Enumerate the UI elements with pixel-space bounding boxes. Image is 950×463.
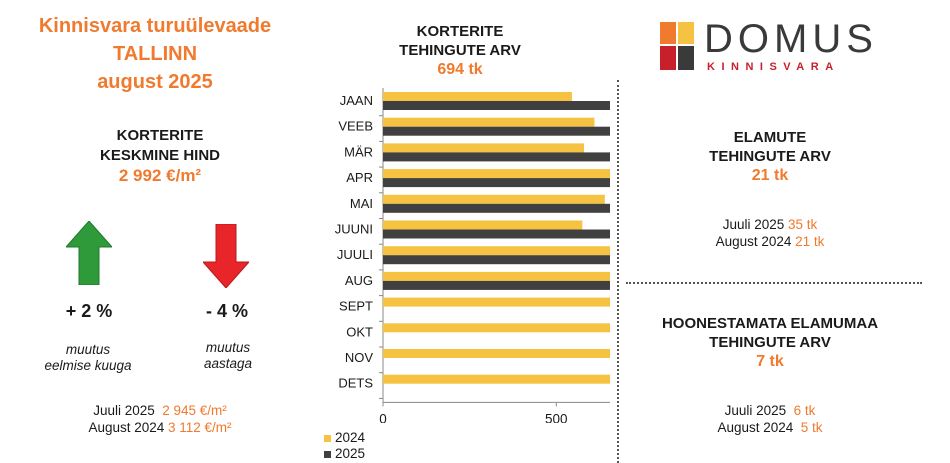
yearly-change-caption: muutus aastaga <box>168 340 288 372</box>
land-title1: HOONESTAMATA ELAMUMAA <box>661 315 879 332</box>
chart-bar-2024 <box>383 323 610 333</box>
yearly-change-caption1: muutus <box>205 340 251 355</box>
houses-compare-label: August 2024 <box>715 234 792 249</box>
arrow-up-icon <box>66 221 112 285</box>
chart-category-label: JAAN <box>340 93 373 108</box>
monthly-change-caption: muutus eelmise kuuga <box>28 342 148 374</box>
chart-bar-2024 <box>383 246 610 256</box>
land-compare-value: 6 tk <box>793 403 816 418</box>
chart-category-label: OKT <box>346 324 373 339</box>
land-value: 7 tk <box>756 353 784 370</box>
avg-compare: Juuli 2025 2 945 €/m² August 2024 3 112 … <box>40 402 280 436</box>
avg-compare-label: August 2024 <box>88 420 165 435</box>
chart-category-label: MÄR <box>344 144 373 159</box>
chart-bar-2025 <box>383 255 610 265</box>
report-title-line1: Kinnisvara turuülevaade <box>38 15 272 37</box>
chart-total: 694 tk <box>437 61 483 78</box>
houses-compare-label: Juuli 2025 <box>722 217 785 232</box>
horizontal-divider <box>626 282 922 284</box>
land-compare-row: Juuli 2025 6 tk <box>670 402 870 419</box>
chart-x-tick-label: 0 <box>379 411 387 423</box>
chart-category-label: AUG <box>345 273 373 288</box>
chart-bar-2024 <box>383 92 572 101</box>
houses-compare-value: 21 tk <box>795 234 825 249</box>
chart-bar-2025 <box>383 126 610 136</box>
arrow-down-icon <box>203 224 249 288</box>
chart-bar-2025 <box>383 101 610 110</box>
land-compare-row: August 2024 5 tk <box>670 419 870 436</box>
chart-bar-2024 <box>383 297 610 307</box>
avg-compare-value: 3 112 €/m² <box>168 420 232 435</box>
chart-bar-2025 <box>383 229 610 239</box>
vertical-divider <box>617 80 619 463</box>
legend-swatch-2025 <box>324 450 331 458</box>
monthly-change-caption1: muutus <box>65 342 111 357</box>
chart-category-label: MAI <box>350 196 373 211</box>
chart-bar-2025 <box>383 203 610 213</box>
houses-compare-row: August 2024 21 tk <box>670 233 870 250</box>
chart-bar-2024 <box>383 374 610 384</box>
yearly-change-caption2: aastaga <box>203 356 253 371</box>
legend-item-2025: 2025 <box>324 446 365 462</box>
avg-compare-value: 2 945 €/m² <box>162 403 227 418</box>
land-section: HOONESTAMATA ELAMUMAA TEHINGUTE ARV 7 tk <box>630 314 910 371</box>
avg-price-block: KORTERITE KESKMINE HIND 2 992 €/m² <box>60 126 260 186</box>
avg-price-value: 2 992 €/m² <box>118 166 202 185</box>
chart-bar-2024 <box>383 143 585 153</box>
report-title: Kinnisvara turuülevaade TALLINN august 2… <box>0 12 310 96</box>
monthly-change-value: + 2 % <box>65 301 113 321</box>
houses-compare-value: 35 tk <box>788 217 818 232</box>
report-title-line2: TALLINN <box>112 43 198 65</box>
avg-price-label2: KESKMINE HIND <box>99 147 220 164</box>
chart-category-label: DETS <box>338 376 373 391</box>
avg-price-label1: KORTERITE <box>116 127 204 144</box>
apartment-transactions-chart: JAANVEEBMÄRAPRMAIJUUNIJUULIAUG←SEPTOKTNO… <box>335 88 610 423</box>
domus-logo-icon <box>660 22 694 70</box>
chart-title-line2: TEHINGUTE ARV <box>399 42 521 59</box>
chart-category-label: SEPT <box>339 299 373 314</box>
monthly-change-caption2: eelmise kuuga <box>44 358 132 373</box>
report-title-line3: august 2025 <box>97 71 213 93</box>
chart-bar-2025 <box>383 280 610 290</box>
houses-value: 21 tk <box>751 167 789 184</box>
logo-wordmark: DOMUS <box>704 17 878 61</box>
houses-title1: ELAMUTE <box>733 129 807 146</box>
chart-bar-2024 <box>383 349 610 358</box>
chart-category-label: APR <box>346 170 373 185</box>
houses-compare-row: Juuli 2025 35 tk <box>670 216 870 233</box>
logo-subtitle: KINNISVARA <box>707 61 840 73</box>
avg-compare-label: Juuli 2025 <box>93 403 155 418</box>
houses-compare: Juuli 2025 35 tk August 2024 21 tk <box>670 216 870 250</box>
chart-category-label: JUULI <box>337 247 373 262</box>
chart-category-label: NOV <box>345 350 374 365</box>
land-compare-label: August 2024 <box>717 420 794 435</box>
chart-category-label: JUUNI <box>335 222 373 237</box>
avg-compare-row: Juuli 2025 2 945 €/m² <box>40 402 280 419</box>
land-compare: Juuli 2025 6 tk August 2024 5 tk <box>670 402 870 436</box>
chart-title-line1: KORTERITE <box>416 23 504 40</box>
chart-bar-2024 <box>383 117 595 127</box>
chart-bar-2025 <box>383 152 610 162</box>
chart-bar-2025 <box>383 178 610 188</box>
land-title2: TEHINGUTE ARV <box>709 334 831 351</box>
chart-category-label: VEEB <box>338 119 373 134</box>
legend-swatch-2024 <box>324 434 331 442</box>
chart-bar-2024 <box>383 169 610 179</box>
legend-label-2024: 2024 <box>335 430 366 445</box>
land-compare-label: Juuli 2025 <box>724 403 787 418</box>
chart-bar-2024 <box>383 194 605 204</box>
chart-bar-2024 <box>383 220 583 230</box>
chart-legend: 2024 2025 <box>324 430 365 462</box>
chart-title: KORTERITE TEHINGUTE ARV 694 tk <box>370 22 550 79</box>
houses-section: ELAMUTE TEHINGUTE ARV 21 tk <box>660 128 880 185</box>
houses-title2: TEHINGUTE ARV <box>709 148 831 165</box>
avg-compare-row: August 2024 3 112 €/m² <box>40 419 280 436</box>
chart-bar-2024 <box>383 271 610 281</box>
yearly-change-value: - 4 % <box>205 301 248 321</box>
legend-label-2025: 2025 <box>335 446 366 461</box>
land-compare-value: 5 tk <box>800 420 823 435</box>
chart-x-tick-label: 500 <box>545 411 568 423</box>
legend-item-2024: 2024 <box>324 430 365 446</box>
